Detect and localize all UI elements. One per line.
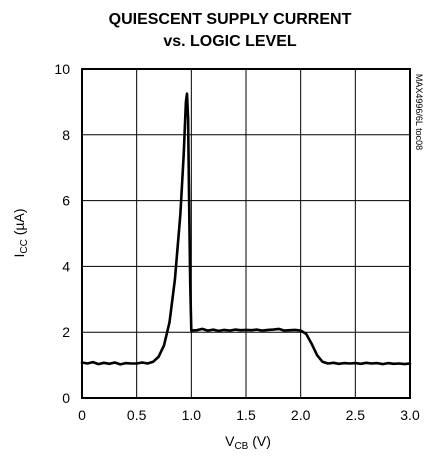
- y-axis-label-unit: (µA): [11, 209, 27, 240]
- y-axis-label-sub: CC: [19, 239, 30, 253]
- y-tick-label: 10: [54, 61, 70, 77]
- x-axis-label: VCB (V): [225, 433, 271, 452]
- x-tick-label: 2.0: [291, 407, 311, 423]
- x-tick-label: 1.0: [182, 407, 202, 423]
- y-tick-label: 8: [62, 127, 70, 143]
- plot-frame: [81, 68, 411, 399]
- x-tick-labels: 0 0.5 1.0 1.5 2.0 2.5 3.0: [78, 407, 420, 423]
- series-line: [80, 92, 412, 366]
- plot-grid: [82, 69, 410, 398]
- x-tick-label: 1.5: [236, 407, 256, 423]
- x-axis-label-main: V: [225, 433, 235, 449]
- x-tick-label: 0: [78, 407, 86, 423]
- y-axis-label: ICC (µA): [11, 209, 30, 258]
- x-tick-label: 2.5: [346, 407, 366, 423]
- y-tick-labels: 0 2 4 6 8 10: [54, 61, 70, 406]
- chart-title-line1: QUIESCENT SUPPLY CURRENT: [109, 11, 352, 28]
- x-tick-label: 3.0: [400, 407, 420, 423]
- x-tick-label: 0.5: [127, 407, 147, 423]
- y-tick-label: 0: [62, 390, 70, 406]
- y-axis-label-main: I: [11, 254, 27, 258]
- y-tick-label: 6: [62, 193, 70, 209]
- y-tick-label: 2: [62, 324, 70, 340]
- chart-title-line2: vs. LOGIC LEVEL: [163, 33, 297, 50]
- figure-code: MAX4996/6L toc08: [414, 74, 424, 150]
- x-axis-label-sub: CB: [234, 441, 248, 452]
- x-axis-label-unit: (V): [248, 433, 271, 449]
- y-tick-label: 4: [62, 258, 70, 274]
